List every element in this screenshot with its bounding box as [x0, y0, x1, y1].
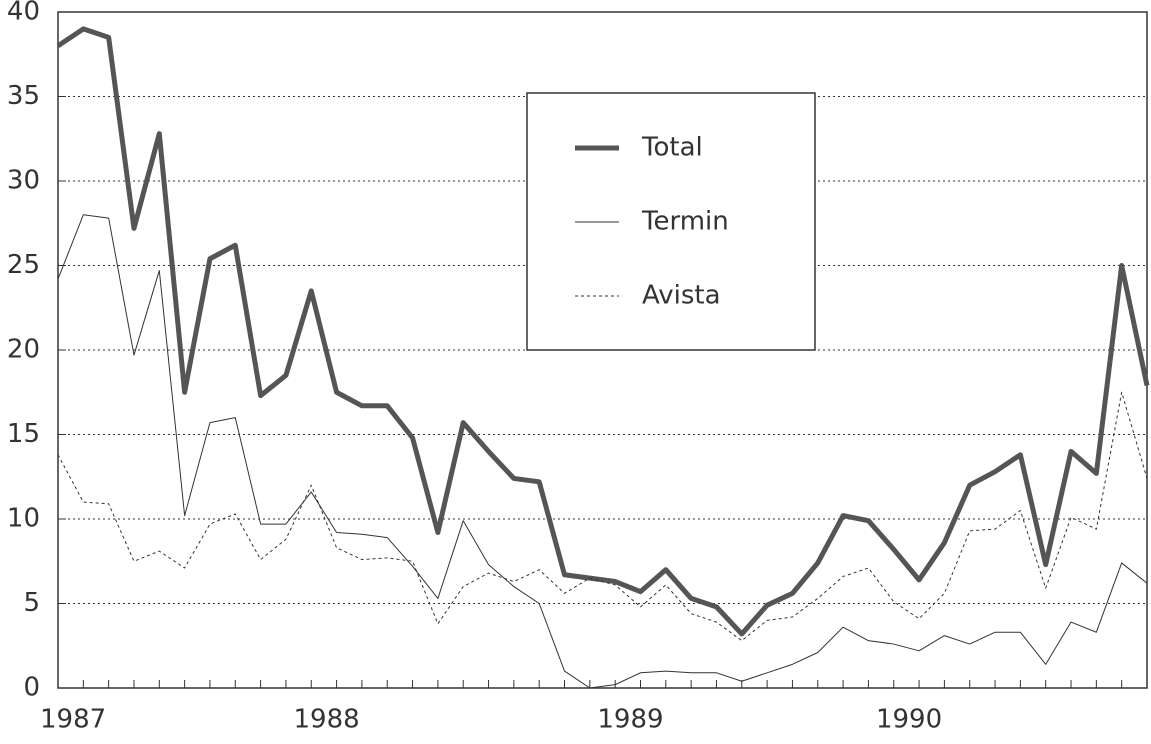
x-tick-label: 1987: [40, 705, 106, 735]
y-tick-label: 0: [23, 673, 40, 703]
line-termin: [57, 214, 1148, 689]
x-tick-label: 1990: [876, 705, 942, 735]
x-tick-label: 1989: [597, 705, 663, 735]
y-tick-label: 35: [7, 81, 40, 111]
y-tick-label: 10: [7, 504, 40, 534]
y-tick-label: 20: [7, 335, 40, 365]
x-tick-label: 1988: [293, 705, 359, 735]
y-tick-label: 40: [7, 0, 40, 27]
y-tick-label: 5: [23, 588, 40, 618]
y-tick-label: 30: [7, 166, 40, 196]
y-tick-label: 25: [7, 250, 40, 280]
line-total: [56, 26, 1150, 637]
legend-label: Avista: [642, 281, 721, 311]
legend-label: Total: [641, 133, 703, 163]
y-tick-label: 15: [7, 419, 40, 449]
legend-label: Termin: [641, 207, 729, 237]
line-avista: [57, 391, 1148, 642]
